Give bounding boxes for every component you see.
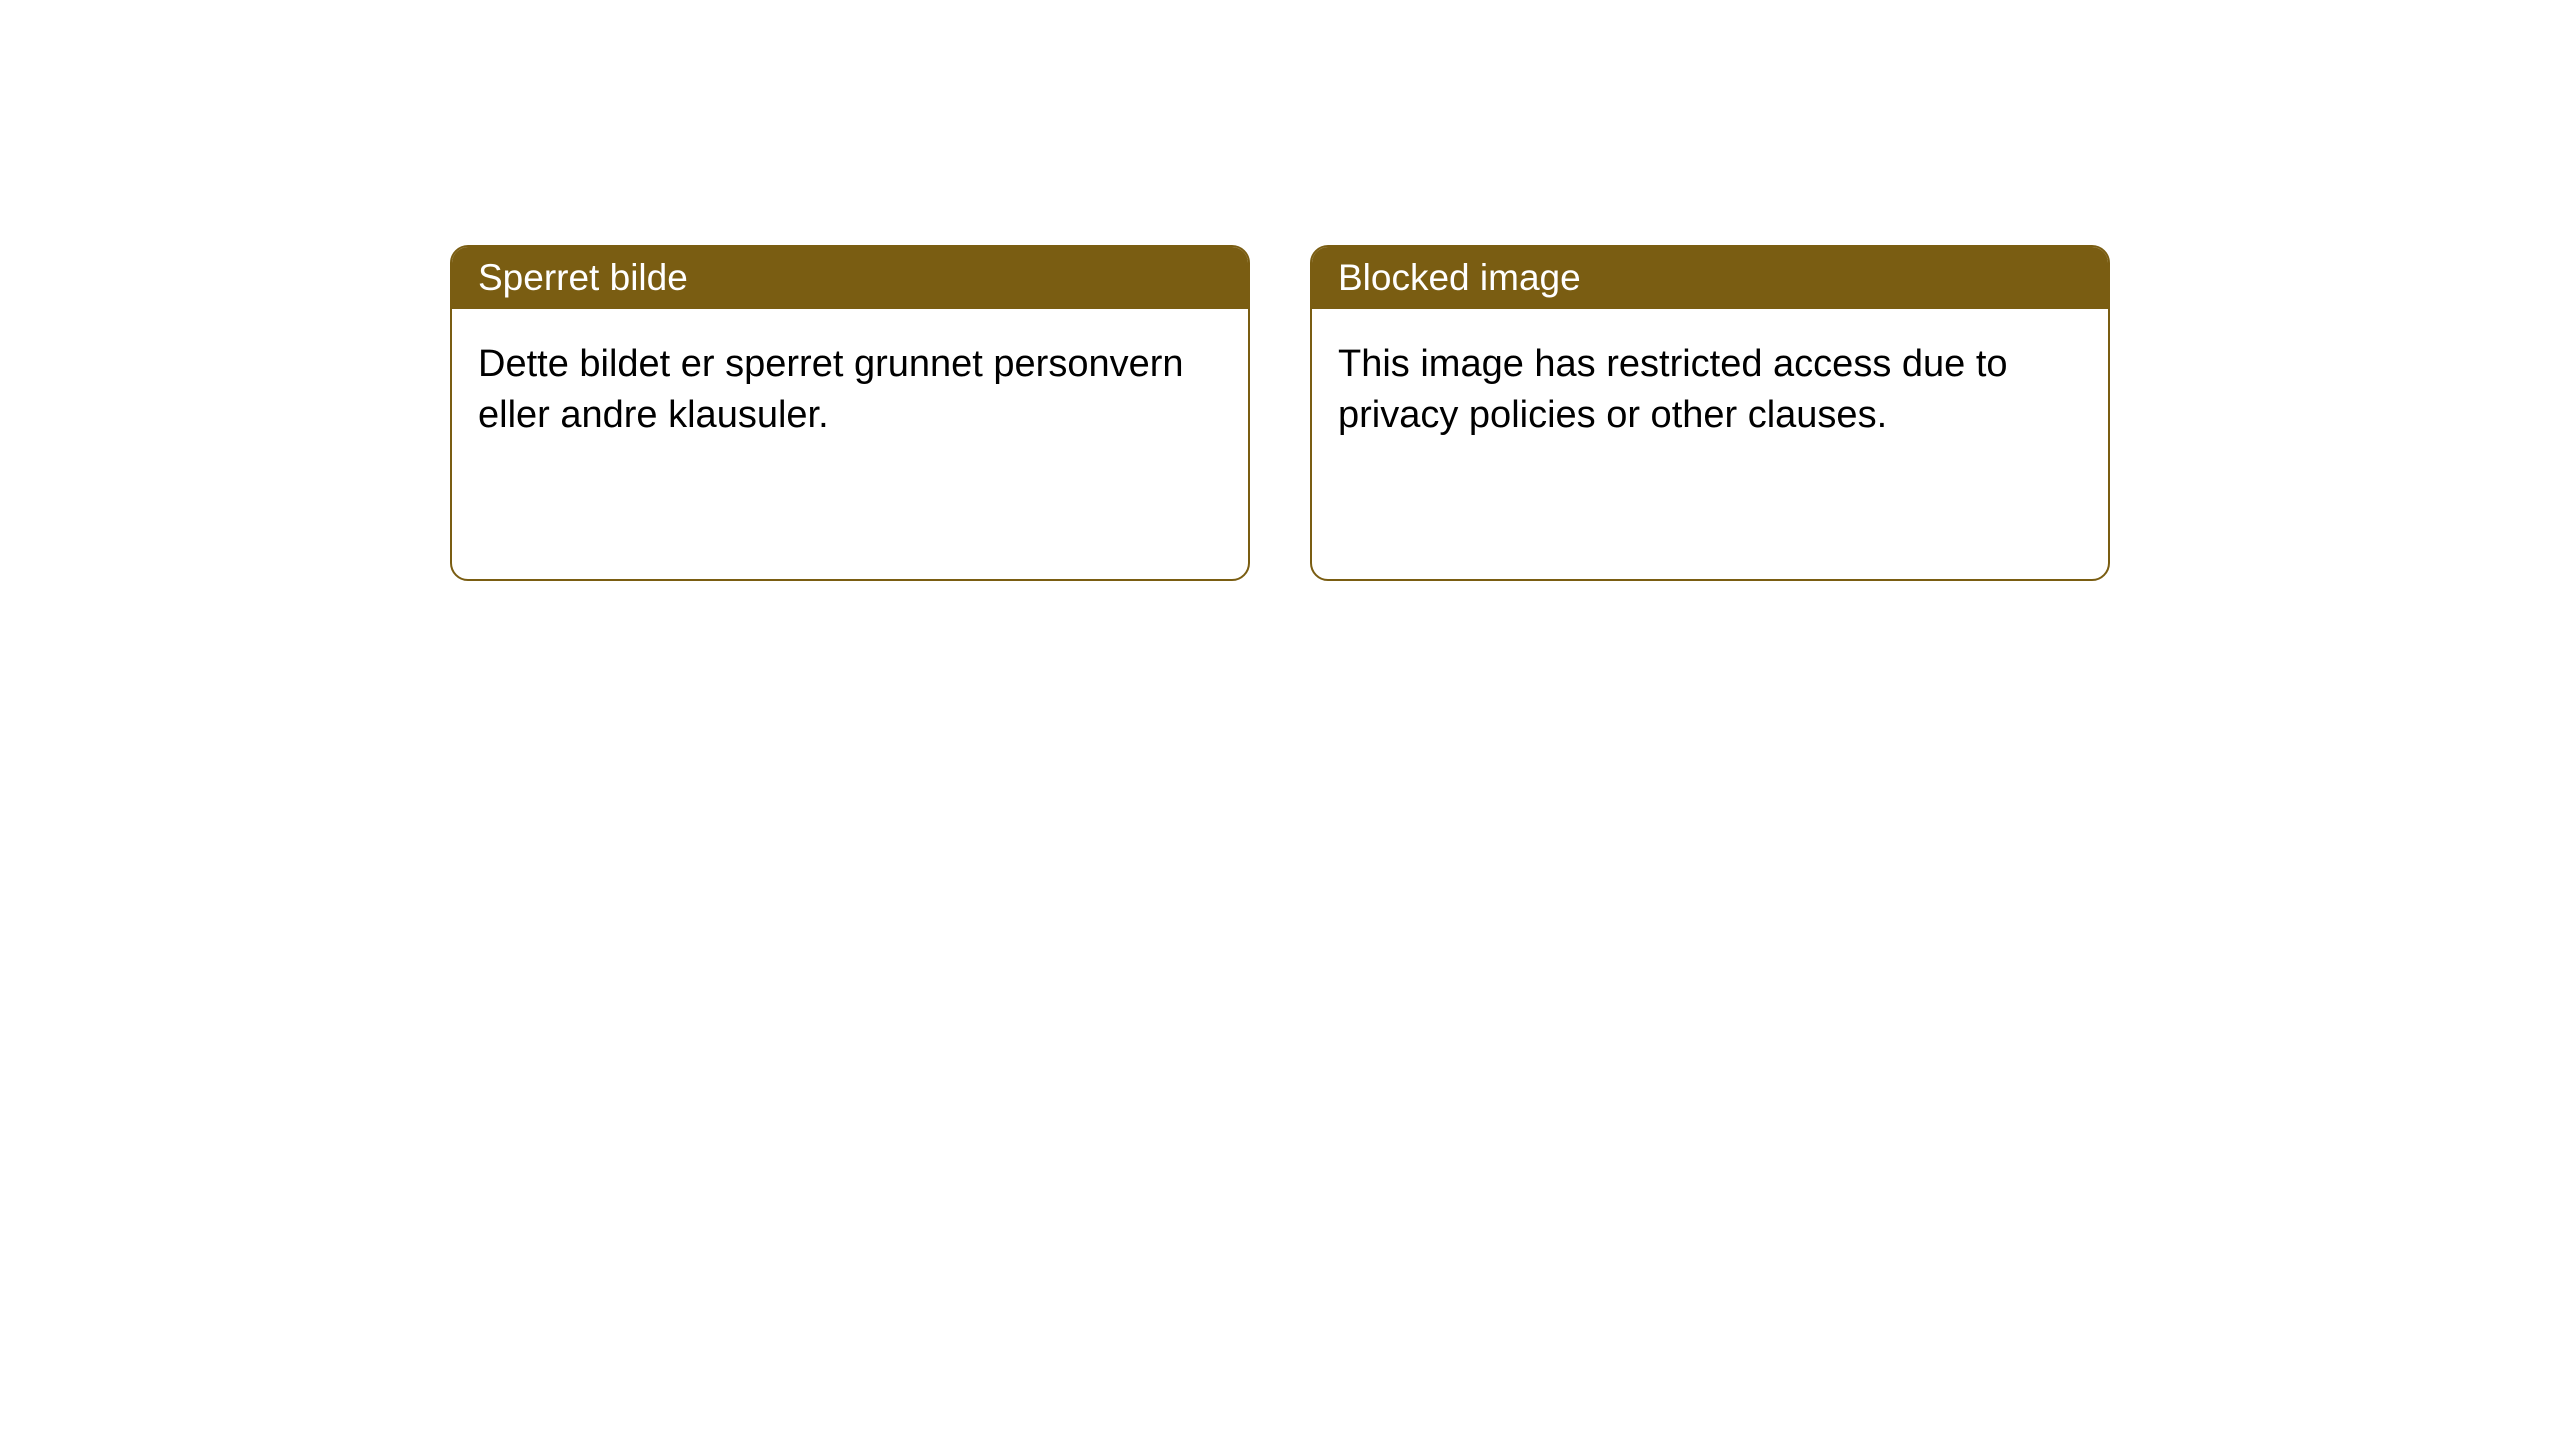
notice-body: This image has restricted access due to … (1312, 309, 2108, 579)
notice-header: Sperret bilde (452, 247, 1248, 309)
notice-container: Sperret bilde Dette bildet er sperret gr… (450, 245, 2110, 581)
notice-card-norwegian: Sperret bilde Dette bildet er sperret gr… (450, 245, 1250, 581)
notice-title: Blocked image (1338, 257, 1581, 298)
notice-body-text: Dette bildet er sperret grunnet personve… (478, 343, 1184, 436)
notice-header: Blocked image (1312, 247, 2108, 309)
notice-card-english: Blocked image This image has restricted … (1310, 245, 2110, 581)
notice-title: Sperret bilde (478, 257, 688, 298)
notice-body: Dette bildet er sperret grunnet personve… (452, 309, 1248, 579)
notice-body-text: This image has restricted access due to … (1338, 343, 2008, 436)
